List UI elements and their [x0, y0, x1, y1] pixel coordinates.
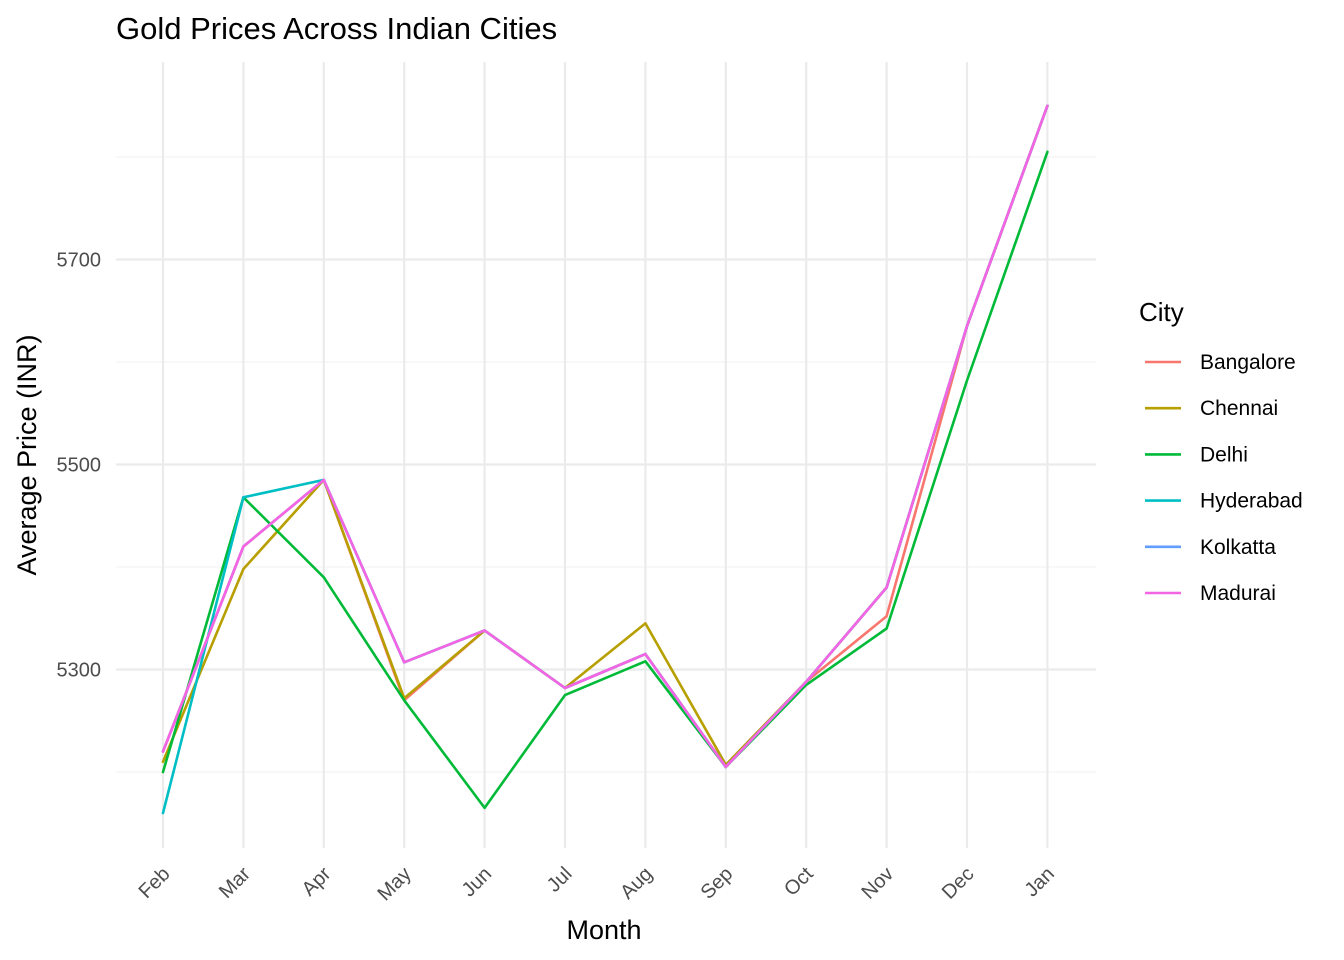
chart-title: Gold Prices Across Indian Cities — [116, 11, 557, 46]
x-tick-label: Jan — [1021, 863, 1059, 901]
legend-label: Kolkatta — [1200, 536, 1276, 559]
series-line-kolkatta — [161, 104, 1049, 769]
y-tick-label: 5300 — [57, 660, 102, 682]
legend-title: City — [1139, 297, 1184, 327]
series-line-hyderabad — [161, 104, 1049, 815]
series-line-madurai — [161, 104, 1049, 769]
x-tick-label: Feb — [135, 863, 175, 903]
y-axis-title: Average Price (INR) — [12, 334, 42, 575]
legend-label: Hyderabad — [1200, 490, 1303, 513]
y-tick-label: 5700 — [57, 250, 102, 272]
x-tick-label: Jun — [458, 863, 496, 901]
x-tick-label: Jul — [543, 863, 577, 897]
series-line-bangalore — [161, 104, 1049, 769]
x-tick-label: Mar — [215, 863, 255, 903]
y-axis-ticks: 5300 5500 5700 — [57, 250, 102, 682]
legend: City Bangalore Chennai Delhi Hyderabad Kolka… — [1139, 297, 1303, 605]
x-tick-label: Sep — [697, 863, 738, 904]
series-lines — [161, 104, 1049, 815]
x-tick-label: Oct — [780, 863, 818, 901]
x-axis-ticks: Feb Mar Apr May Jun Jul Aug Sep Oct Nov Dec Jan — [135, 863, 1059, 906]
x-tick-label: Aug — [616, 863, 657, 904]
series-line-chennai — [161, 104, 1049, 767]
series-line-delhi — [161, 150, 1049, 810]
grid — [116, 62, 1096, 848]
x-axis-title: Month — [566, 915, 641, 945]
legend-label: Madurai — [1200, 582, 1276, 605]
legend-label: Chennai — [1200, 397, 1278, 420]
x-tick-label: Nov — [857, 863, 898, 904]
x-tick-label: Dec — [938, 863, 979, 904]
y-tick-label: 5500 — [57, 455, 102, 477]
x-tick-label: May — [373, 863, 415, 905]
legend-label: Delhi — [1200, 443, 1248, 466]
legend-label: Bangalore — [1200, 351, 1296, 374]
x-tick-label: Apr — [298, 863, 336, 901]
